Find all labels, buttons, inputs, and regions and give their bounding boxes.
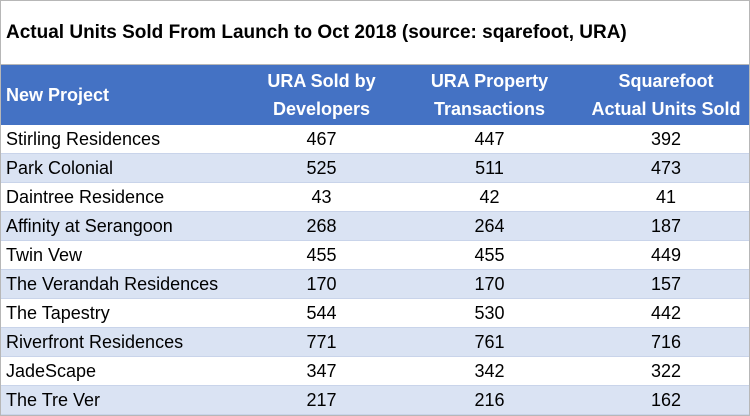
- header-new-project-label: New Project: [6, 85, 110, 105]
- cell-project: Daintree Residence: [6, 186, 165, 207]
- cell-ura-tx: 761: [474, 331, 505, 352]
- table-row: Daintree Residence 43 42 41: [1, 183, 749, 212]
- cell-ura-dev: 43: [311, 186, 332, 207]
- cell-sqft: 716: [650, 331, 682, 352]
- table-row: JadeScape 347 342 322: [1, 357, 749, 386]
- cell-sqft: 392: [650, 128, 682, 149]
- table-row: Twin Vew 455 455 449: [1, 241, 749, 270]
- cell-ura-dev: 217: [306, 389, 337, 410]
- cell-ura-dev: 544: [306, 302, 337, 323]
- cell-ura-dev: 170: [306, 273, 337, 294]
- table-row: Stirling Residences 467 447 392: [1, 125, 749, 154]
- table-row: The Verandah Residences 170 170 157: [1, 270, 749, 299]
- table-row: The Tapestry 544 530 442: [1, 299, 749, 328]
- cell-ura-dev: 525: [306, 157, 337, 178]
- header-ura-sold-by-developers: URA Sold by Developers: [247, 65, 396, 125]
- cell-project: Stirling Residences: [6, 128, 161, 149]
- cell-project: Riverfront Residences: [6, 331, 184, 352]
- cell-ura-tx: 42: [479, 186, 500, 207]
- cell-project: The Tapestry: [6, 302, 110, 323]
- cell-ura-tx: 455: [474, 244, 505, 265]
- cell-sqft: 41: [655, 186, 677, 207]
- cell-ura-tx: 530: [474, 302, 505, 323]
- cell-sqft: 473: [650, 157, 682, 178]
- header-ura-tx-line2: Transactions: [433, 99, 546, 119]
- table-body: Stirling Residences 467 447 392 Park Col…: [1, 125, 749, 415]
- cell-ura-tx: 170: [474, 273, 505, 294]
- cell-project: Twin Vew: [6, 244, 83, 265]
- header-ura-dev-line1: URA Sold by: [267, 71, 376, 91]
- table-row: Park Colonial 525 511 473: [1, 154, 749, 183]
- header-ura-tx-line1: URA Property: [430, 71, 549, 91]
- cell-ura-dev: 467: [306, 128, 337, 149]
- header-ura-dev-line2: Developers: [272, 99, 371, 119]
- cell-ura-dev: 455: [306, 244, 337, 265]
- cell-sqft: 449: [650, 244, 682, 265]
- cell-ura-tx: 447: [474, 128, 505, 149]
- cell-sqft: 442: [650, 302, 682, 323]
- cell-sqft: 322: [650, 360, 682, 381]
- header-squarefoot-actual-units-sold: Squarefoot Actual Units Sold: [583, 65, 749, 125]
- column-header-row: New Project URA Sold by Developers URA P…: [1, 65, 749, 125]
- header-new-project: New Project: [1, 65, 247, 125]
- cell-project: The Tre Ver: [6, 389, 101, 410]
- table-row: Riverfront Residences 771 761 716: [1, 328, 749, 357]
- cell-ura-dev: 347: [306, 360, 337, 381]
- table-title: Actual Units Sold From Launch to Oct 201…: [1, 1, 749, 65]
- cell-project: Affinity at Serangoon: [6, 215, 173, 236]
- cell-project: The Verandah Residences: [6, 273, 219, 294]
- cell-sqft: 187: [650, 215, 682, 236]
- cell-ura-tx: 342: [474, 360, 505, 381]
- header-sqft-line1: Squarefoot: [618, 71, 714, 91]
- cell-ura-dev: 771: [306, 331, 337, 352]
- cell-ura-dev: 268: [306, 215, 337, 236]
- cell-ura-tx: 511: [475, 157, 504, 178]
- table-row: The Tre Ver 217 216 162: [1, 386, 749, 415]
- cell-sqft: 162: [650, 389, 682, 410]
- header-sqft-line2: Actual Units Sold: [591, 99, 741, 119]
- cell-ura-tx: 264: [474, 215, 505, 236]
- cell-ura-tx: 216: [474, 389, 505, 410]
- cell-sqft: 157: [650, 273, 682, 294]
- cell-project: Park Colonial: [6, 157, 114, 178]
- table-row: Affinity at Serangoon 268 264 187: [1, 212, 749, 241]
- header-ura-property-transactions: URA Property Transactions: [396, 65, 583, 125]
- cell-project: JadeScape: [6, 360, 97, 381]
